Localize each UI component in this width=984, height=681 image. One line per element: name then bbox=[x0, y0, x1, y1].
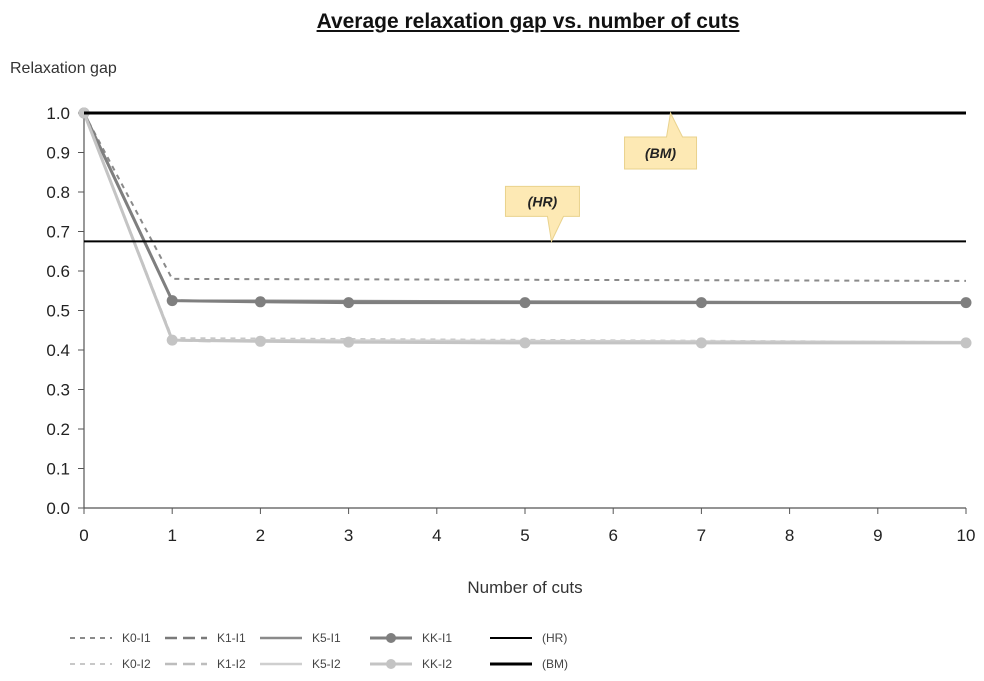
data-point-kk-i1 bbox=[519, 297, 531, 309]
callout-hr bbox=[504, 185, 580, 244]
data-point-kk-i2 bbox=[254, 335, 266, 347]
series-line-k1-i1 bbox=[82, 112, 437, 304]
legend-label: K5-I2 bbox=[312, 657, 341, 671]
x-tick-label: 0 bbox=[79, 526, 88, 545]
line-chart: 0.0 0.1 0.2 0.3 0.4 0.5 0.6 0.7 0.8 0.9 1.0 0 1 2 3 4 5 6… bbox=[46, 104, 976, 545]
y-tick-label: 0.9 bbox=[46, 144, 70, 163]
x-tick-label: 10 bbox=[957, 526, 976, 545]
x-tick-label: 9 bbox=[873, 526, 882, 545]
legend-label: K5-I1 bbox=[312, 631, 341, 645]
legend-item: K5-I2 bbox=[258, 654, 341, 674]
legend-swatch bbox=[490, 637, 532, 639]
legend-swatch bbox=[370, 633, 412, 643]
legend-label: (BM) bbox=[542, 657, 568, 671]
legend-item: KK-I2 bbox=[368, 654, 452, 674]
x-tick-label: 5 bbox=[520, 526, 529, 545]
legend-swatch bbox=[370, 659, 412, 669]
y-tick-label: 0.4 bbox=[46, 341, 70, 360]
legend-label: KK-I1 bbox=[422, 631, 453, 645]
x-tick-label: 7 bbox=[697, 526, 706, 545]
legend-item: K1-I2 bbox=[163, 654, 246, 674]
x-axis-label: Number of cuts bbox=[467, 578, 583, 597]
legend-label: K1-I1 bbox=[217, 631, 246, 645]
x-tick-label: 1 bbox=[167, 526, 176, 545]
y-tick-label: 0.6 bbox=[46, 262, 70, 281]
x-tick-label: 3 bbox=[344, 526, 353, 545]
data-point-kk-i2 bbox=[695, 337, 707, 349]
callout-bm bbox=[624, 111, 698, 170]
y-tick-label: 0.5 bbox=[46, 302, 70, 321]
data-point-kk-i2 bbox=[343, 336, 355, 348]
chart-legend: K0-I1 K1-I1 K5-I1 KK-I1 (HR) K0-I2 K1-I2 K5-I2 K… bbox=[68, 628, 628, 678]
y-axis-label: Relaxation gap bbox=[10, 60, 117, 77]
legend-item: KK-I1 bbox=[368, 628, 452, 648]
legend-swatch bbox=[260, 636, 302, 640]
legend-swatch bbox=[165, 636, 207, 640]
series-line-k1-i2 bbox=[82, 112, 217, 343]
data-point-kk-i2 bbox=[960, 337, 972, 349]
legend-item: K5-I1 bbox=[258, 628, 341, 648]
legend-swatch bbox=[490, 662, 532, 666]
legend-swatch bbox=[70, 663, 112, 665]
data-point-kk-i1 bbox=[166, 295, 178, 307]
x-tick-label: 8 bbox=[785, 526, 794, 545]
y-tick-label: 0.2 bbox=[46, 420, 70, 439]
x-tick-label: 2 bbox=[256, 526, 265, 545]
x-tick-label: 4 bbox=[432, 526, 441, 545]
legend-swatch bbox=[70, 637, 112, 639]
data-point-kk-i1 bbox=[695, 297, 707, 309]
y-tick-label: 0.8 bbox=[46, 183, 70, 202]
series-line-k0-i1 bbox=[83, 112, 967, 282]
legend-item: K0-I2 bbox=[68, 654, 151, 674]
data-point-kk-i1 bbox=[254, 296, 266, 308]
legend-swatch bbox=[260, 662, 302, 666]
callout-label: (HR) bbox=[528, 193, 558, 209]
legend-item: K0-I1 bbox=[68, 628, 151, 648]
legend-label: KK-I2 bbox=[422, 657, 453, 671]
chart-title: Average relaxation gap vs. number of cut… bbox=[316, 10, 740, 33]
data-point-kk-i2 bbox=[519, 337, 531, 349]
y-tick-label: 1.0 bbox=[46, 104, 70, 123]
legend-item: (HR) bbox=[488, 628, 567, 648]
legend-swatch bbox=[165, 662, 207, 666]
series-line-kk-i2 bbox=[82, 112, 966, 345]
y-tick-label: 0.0 bbox=[46, 499, 70, 518]
legend-label: K0-I2 bbox=[122, 657, 151, 671]
legend-item: K1-I1 bbox=[163, 628, 246, 648]
legend-item: (BM) bbox=[488, 654, 568, 674]
y-tick-label: 0.7 bbox=[46, 223, 70, 242]
legend-label: K1-I2 bbox=[217, 657, 246, 671]
callout-label: (BM) bbox=[645, 145, 676, 161]
data-point-kk-i1 bbox=[343, 297, 355, 309]
data-point-kk-i1 bbox=[960, 297, 972, 309]
y-tick-label: 0.1 bbox=[46, 460, 70, 479]
legend-label: (HR) bbox=[542, 631, 568, 645]
data-point-kk-i2 bbox=[166, 334, 178, 346]
y-tick-label: 0.3 bbox=[46, 381, 70, 400]
x-tick-label: 6 bbox=[608, 526, 617, 545]
legend-label: K0-I1 bbox=[122, 631, 151, 645]
